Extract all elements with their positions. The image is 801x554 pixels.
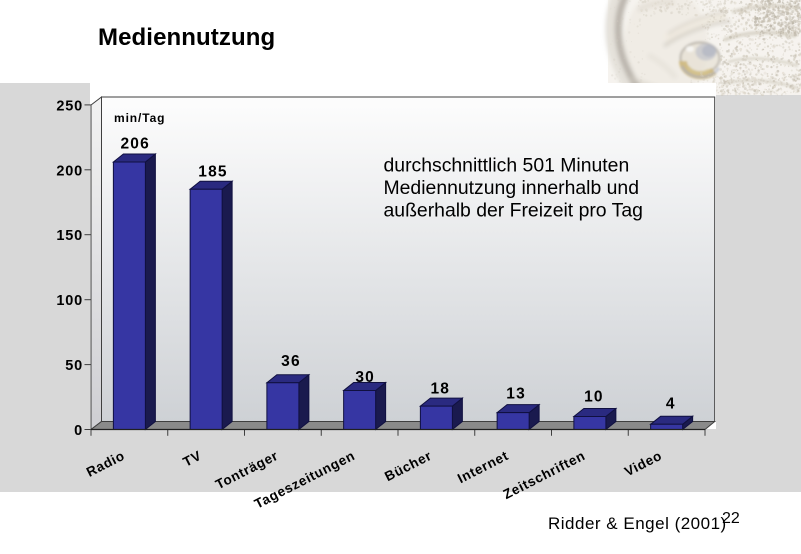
svg-text:0: 0 — [74, 423, 83, 439]
svg-text:150: 150 — [56, 228, 83, 244]
svg-text:185: 185 — [198, 163, 227, 180]
svg-text:22: 22 — [722, 510, 740, 527]
svg-text:Ridder & Engel (2001): Ridder & Engel (2001) — [548, 514, 727, 533]
svg-text:min/Tag: min/Tag — [114, 111, 165, 125]
svg-text:durchschnittlich 501 Minuten: durchschnittlich 501 Minuten — [384, 154, 630, 176]
svg-text:100: 100 — [56, 293, 83, 309]
svg-text:250: 250 — [56, 98, 83, 114]
svg-text:4: 4 — [666, 395, 676, 412]
svg-text:200: 200 — [56, 163, 83, 179]
svg-text:Mediennutzung: Mediennutzung — [98, 24, 275, 51]
svg-text:36: 36 — [281, 353, 301, 370]
svg-text:Mediennutzung innerhalb und: Mediennutzung innerhalb und — [384, 177, 640, 199]
svg-text:18: 18 — [430, 380, 450, 397]
svg-text:50: 50 — [65, 358, 83, 374]
svg-text:206: 206 — [120, 136, 149, 153]
svg-text:außerhalb der Freizeit pro Tag: außerhalb der Freizeit pro Tag — [384, 200, 643, 222]
svg-text:10: 10 — [584, 388, 604, 405]
svg-text:13: 13 — [506, 386, 526, 403]
svg-text:30: 30 — [355, 369, 375, 386]
